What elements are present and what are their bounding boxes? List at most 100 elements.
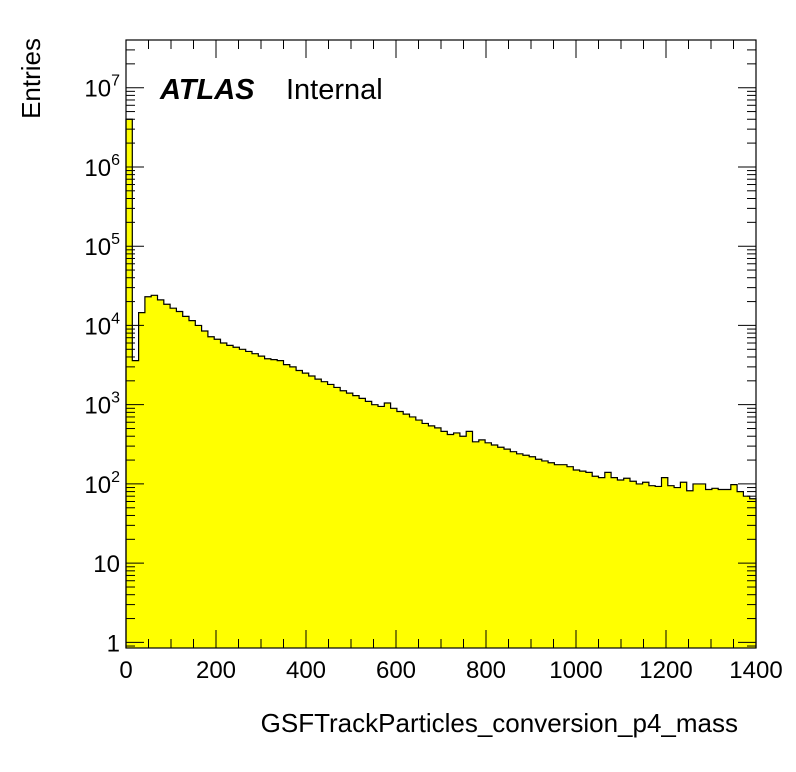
histogram-bin	[636, 483, 643, 648]
histogram-bin	[472, 441, 480, 648]
histogram-bin	[516, 453, 524, 648]
y-tick-label: 10	[93, 551, 120, 578]
histogram-bin	[390, 408, 398, 648]
histogram-bin	[630, 481, 637, 648]
histogram-bin	[478, 439, 486, 648]
histogram-bin	[233, 347, 240, 648]
histogram-bin	[592, 476, 599, 648]
y-axis-title: Entries	[16, 38, 46, 119]
histogram-bin	[611, 477, 618, 648]
histogram-bin	[170, 308, 177, 648]
histogram-bin	[289, 366, 297, 648]
histogram-bin	[157, 299, 165, 648]
histogram-bin	[453, 432, 461, 648]
x-tick-label: 400	[286, 657, 326, 684]
histogram-bin	[441, 431, 448, 648]
histogram-bin	[226, 345, 234, 648]
histogram-bin	[623, 478, 631, 648]
x-tick-label: 1400	[729, 657, 782, 684]
histogram-bin	[447, 434, 454, 648]
internal-label: Internal	[286, 74, 383, 106]
histogram-bin	[459, 436, 467, 648]
histogram-bin	[346, 393, 354, 648]
histogram-bin	[207, 336, 215, 648]
histogram-bin	[604, 472, 612, 648]
histogram-bin	[648, 485, 656, 648]
histogram-bin	[699, 483, 706, 648]
histogram-bin	[283, 364, 291, 648]
histogram-bin	[680, 482, 688, 648]
histogram-bin	[724, 489, 732, 648]
histogram-bin	[466, 431, 473, 648]
y-tick-label: 104	[84, 310, 120, 340]
histogram-bin	[422, 423, 429, 648]
x-tick-label: 200	[196, 657, 236, 684]
histogram-bin	[264, 358, 272, 648]
histogram-bin	[252, 353, 259, 648]
histogram-bin	[302, 373, 310, 648]
y-tick-label: 105	[84, 231, 120, 261]
histogram-bin	[749, 498, 757, 648]
x-tick-label: 600	[376, 657, 416, 684]
y-tick-label: 107	[84, 73, 120, 103]
histogram-bin	[239, 349, 247, 648]
histogram-bin	[189, 320, 196, 648]
histogram-bin	[491, 444, 499, 648]
plot-frame	[125, 39, 757, 649]
histogram-bin	[176, 311, 184, 648]
histogram-bin	[296, 370, 303, 648]
histogram-bin	[642, 482, 650, 648]
histogram-bins	[125, 118, 757, 648]
histogram-outline	[125, 118, 757, 648]
histogram-bin	[598, 477, 606, 648]
histogram-bin	[396, 411, 404, 648]
histogram-bin	[548, 462, 555, 648]
histogram-bin	[585, 472, 593, 648]
histogram-bin	[327, 384, 335, 648]
histogram-bin	[661, 477, 669, 648]
histogram-bin	[403, 414, 410, 648]
y-tick-label: 1	[107, 630, 120, 657]
histogram-bin	[315, 379, 322, 648]
histogram-bin	[415, 420, 423, 648]
histogram-bin	[560, 464, 568, 648]
histogram-bin	[617, 480, 625, 648]
histogram-bin	[485, 442, 492, 648]
histogram-bin	[277, 360, 284, 648]
histogram-bin	[371, 404, 379, 648]
histogram-bin	[522, 455, 530, 648]
histogram-bin	[554, 464, 562, 648]
histogram-bin	[529, 456, 536, 648]
histogram-bin	[705, 489, 713, 648]
histogram-bin	[541, 460, 549, 648]
histogram-bin	[365, 401, 373, 648]
atlas-label: ATLAS	[159, 74, 255, 106]
histogram-bin	[497, 447, 505, 648]
histogram-bin	[308, 376, 316, 648]
x-axis-title: GSFTrackParticles_conversion_p4_mass	[261, 708, 738, 738]
histogram-bin	[132, 360, 139, 648]
histogram-bin	[270, 359, 278, 648]
histogram-bin	[737, 491, 744, 648]
x-tick-label: 1200	[639, 657, 692, 684]
histogram-bin	[567, 466, 574, 648]
histogram-bin	[126, 119, 133, 648]
histogram-bin	[201, 331, 209, 648]
histogram-bin	[182, 316, 190, 648]
histogram-bin	[138, 312, 146, 648]
histogram-bin	[579, 471, 587, 648]
histogram-bin	[258, 356, 265, 648]
histogram-bin	[321, 381, 328, 648]
x-tick-labels: 0 200 400 600 800 1000 1200 1400	[119, 657, 782, 684]
histogram-bin	[667, 485, 675, 648]
histogram-bin	[144, 296, 152, 648]
histogram-bin	[378, 406, 385, 648]
histogram-bin	[163, 304, 171, 648]
histogram-bin	[686, 490, 694, 648]
histogram-bin	[340, 390, 347, 648]
histogram-bin	[711, 488, 719, 648]
y-tick-labels: 1 10 102 103 104 105 106 107	[84, 73, 120, 658]
histogram-bin	[535, 459, 543, 648]
histogram-bin	[214, 339, 221, 648]
